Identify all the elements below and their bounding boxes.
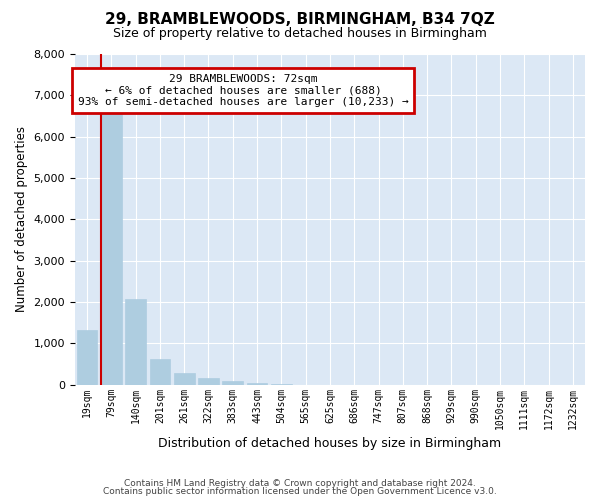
Text: Size of property relative to detached houses in Birmingham: Size of property relative to detached ho…: [113, 28, 487, 40]
Bar: [101, 114, 122, 385]
X-axis label: Distribution of detached houses by size in Birmingham: Distribution of detached houses by size …: [158, 437, 502, 450]
Bar: [77, 330, 97, 385]
Bar: [174, 372, 194, 385]
Text: Contains HM Land Registry data © Crown copyright and database right 2024.: Contains HM Land Registry data © Crown c…: [124, 478, 476, 488]
Bar: [198, 378, 219, 385]
Bar: [125, 299, 146, 385]
Text: 29 BRAMBLEWOODS: 72sqm
← 6% of detached houses are smaller (688)
93% of semi-det: 29 BRAMBLEWOODS: 72sqm ← 6% of detached …: [78, 74, 409, 107]
Text: Contains public sector information licensed under the Open Government Licence v3: Contains public sector information licen…: [103, 487, 497, 496]
Bar: [223, 381, 243, 385]
Y-axis label: Number of detached properties: Number of detached properties: [15, 126, 28, 312]
Bar: [247, 382, 268, 385]
Bar: [149, 359, 170, 385]
Text: 29, BRAMBLEWOODS, BIRMINGHAM, B34 7QZ: 29, BRAMBLEWOODS, BIRMINGHAM, B34 7QZ: [105, 12, 495, 28]
Bar: [271, 384, 292, 385]
